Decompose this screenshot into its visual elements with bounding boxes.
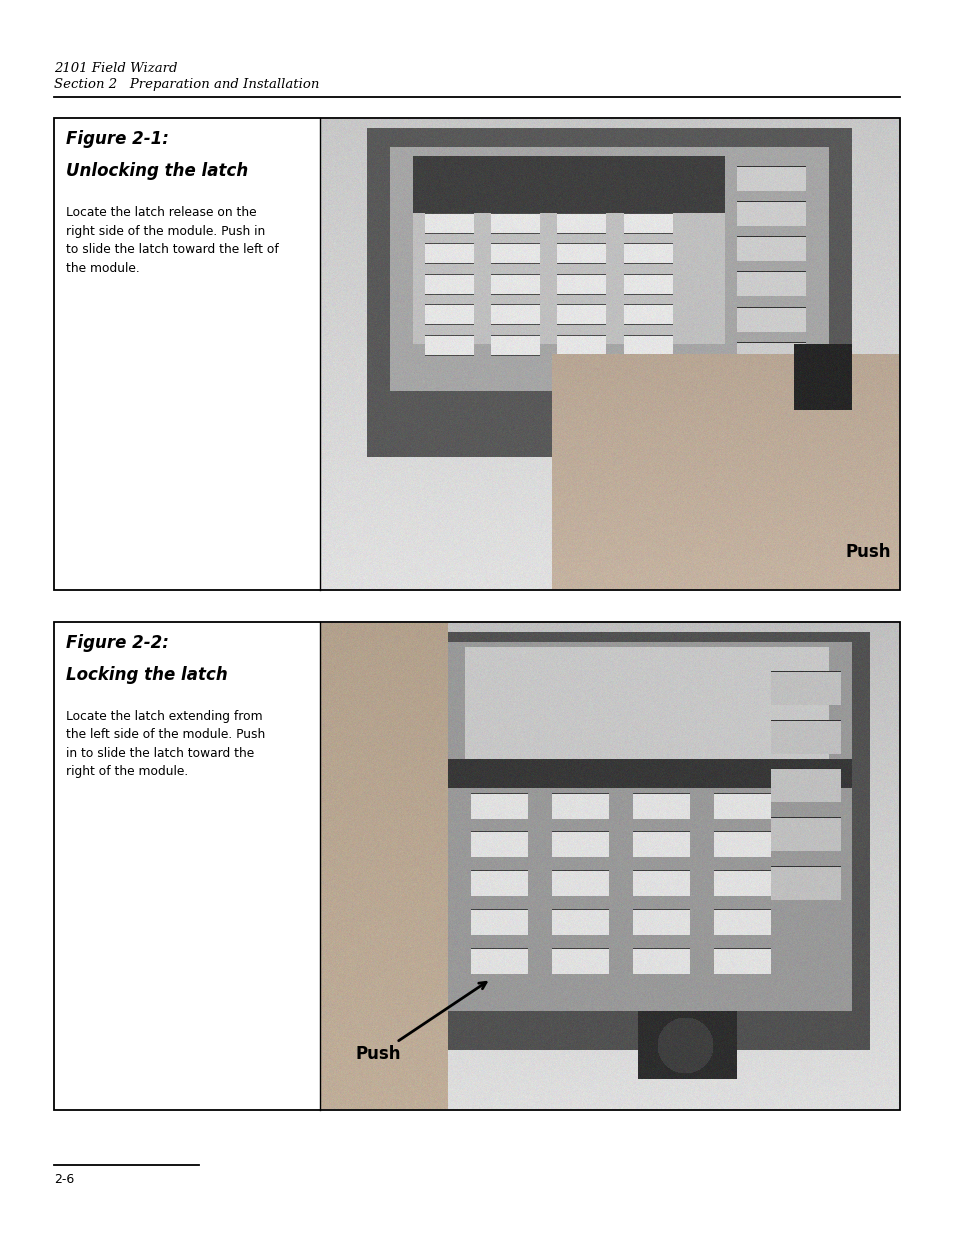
Text: Push: Push [355,982,486,1063]
Bar [54,622,899,1110]
Text: Section 2   Preparation and Installation: Section 2 Preparation and Installation [54,78,319,91]
Text: Unlocking the latch: Unlocking the latch [66,162,248,180]
Text: Locate the latch release on the
right side of the module. Push in
to slide the l: Locate the latch release on the right si… [66,206,278,274]
Text: 2-6: 2-6 [54,1173,74,1186]
Text: Locate the latch extending from
the left side of the module. Push
in to slide th: Locate the latch extending from the left… [66,710,265,778]
Text: Figure 2-1:: Figure 2-1: [66,130,169,148]
Bar [54,119,899,590]
Text: 2101 Field Wizard: 2101 Field Wizard [54,62,177,75]
Text: Figure 2-2:: Figure 2-2: [66,634,169,652]
Text: Push: Push [844,543,890,561]
Text: Locking the latch: Locking the latch [66,666,228,684]
